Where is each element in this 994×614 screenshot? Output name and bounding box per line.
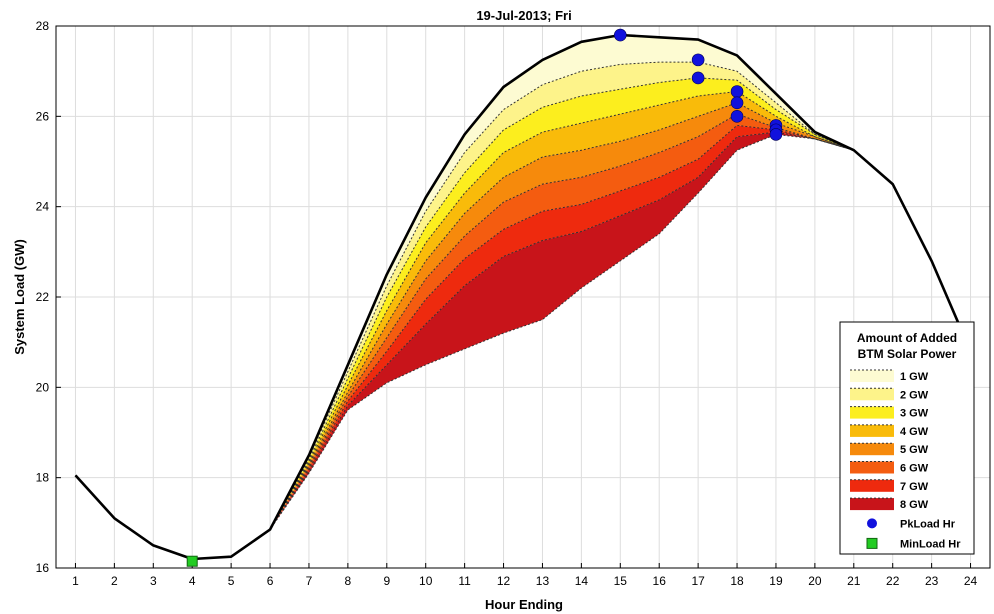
series-line-3-gw: [75, 90, 971, 560]
legend-swatch: [850, 424, 894, 437]
legend-label: PkLoad Hr: [900, 518, 956, 530]
x-tick-label: 21: [847, 574, 861, 588]
legend-peak-marker: [867, 518, 877, 529]
legend-label: MinLoad Hr: [900, 538, 961, 550]
x-tick-label: 18: [730, 574, 744, 588]
y-tick-label: 26: [36, 109, 50, 123]
legend-title-line1: Amount of Added: [857, 331, 957, 345]
legend-swatch: [850, 370, 894, 382]
plot-area: 1 2 3 4 5 6 7 8 9 10 11 12 13 14 15 16 17 18 19 20 21 22 23 241…: [36, 19, 991, 588]
legend-label: 5 GW: [900, 444, 929, 456]
series-line-2-gw: [75, 77, 971, 560]
series-line-7-gw: [75, 131, 971, 560]
y-tick-label: 28: [36, 19, 50, 33]
x-tick-label: 16: [653, 574, 667, 588]
y-tick-label: 18: [36, 471, 50, 485]
chart-title: 19-Jul-2013; Fri: [476, 8, 571, 23]
peak-load-marker: [730, 110, 744, 123]
x-tick-label: 8: [345, 574, 352, 588]
peak-load-marker: [730, 96, 744, 110]
legend-label: 8 GW: [900, 499, 929, 511]
legend-swatch: [850, 498, 894, 511]
y-tick-label: 16: [36, 561, 50, 575]
x-tick-label: 6: [267, 574, 274, 588]
peak-load-marker: [691, 53, 705, 67]
legend: Amount of Added BTM Solar Power 1 GW 2 GW…: [839, 321, 975, 555]
peak-load-marker: [769, 128, 783, 141]
series-line-4-gw: [75, 102, 971, 560]
peak-load-marker: [730, 85, 744, 98]
legend-min-marker: [866, 537, 878, 549]
x-tick-label: 5: [228, 574, 235, 588]
legend-swatch: [850, 479, 894, 492]
legend-swatch: [850, 443, 894, 456]
x-tick-label: 22: [886, 574, 900, 588]
legend-swatch: [850, 461, 894, 474]
y-tick-label: 20: [36, 380, 50, 394]
legend-label: 6 GW: [900, 463, 929, 475]
legend-label: 2 GW: [900, 389, 929, 401]
peak-load-marker: [691, 71, 705, 85]
x-tick-label: 10: [419, 574, 433, 588]
x-tick-label: 20: [808, 574, 822, 588]
base-load-line: [74, 33, 972, 561]
band-6-gw: [75, 114, 971, 559]
legend-label: 7 GW: [900, 481, 929, 493]
min-load-marker: [186, 555, 198, 567]
x-tick-label: 4: [189, 574, 196, 588]
x-tick-label: 17: [691, 574, 705, 588]
legend-label: 3 GW: [900, 408, 929, 420]
x-tick-label: 9: [383, 574, 390, 588]
x-tick-label: 15: [614, 574, 628, 588]
x-tick-label: 3: [150, 574, 157, 588]
legend-swatch: [850, 388, 894, 401]
x-tick-label: 7: [306, 574, 313, 588]
x-tick-label: 24: [964, 574, 978, 588]
peak-load-marker: [613, 28, 627, 42]
y-tick-label: 22: [36, 290, 50, 304]
legend-label: 4 GW: [900, 426, 929, 438]
legend-label: 1 GW: [900, 371, 929, 383]
y-axis-title: System Load (GW): [12, 239, 27, 355]
legend-box: [839, 321, 975, 555]
x-tick-label: 12: [497, 574, 511, 588]
x-tick-label: 19: [769, 574, 783, 588]
legend-title-line2: BTM Solar Power: [858, 347, 957, 361]
y-tick-label: 24: [36, 200, 50, 214]
x-tick-label: 23: [925, 574, 939, 588]
legend-items: 1 GW 2 GW 3 GW 4 GW 5 GW 6 GW 7 GW 8 GW PkLoad H…: [850, 369, 961, 550]
legend-swatch: [850, 406, 894, 419]
x-tick-label: 2: [111, 574, 118, 588]
x-axis-title: Hour Ending: [485, 597, 563, 612]
x-tick-label: 1: [72, 574, 79, 588]
x-tick-label: 13: [536, 574, 550, 588]
x-tick-label: 14: [575, 574, 589, 588]
x-tick-label: 11: [458, 574, 471, 588]
